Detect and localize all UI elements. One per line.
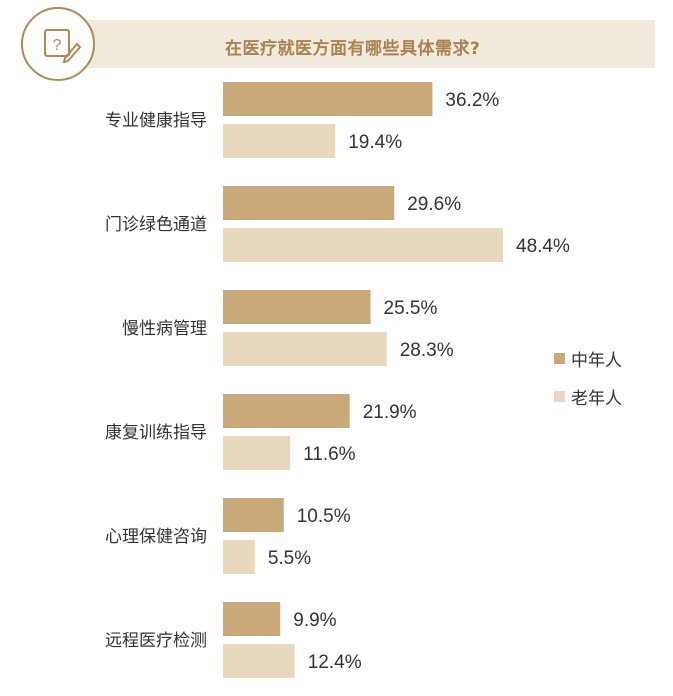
bar-elderly xyxy=(223,332,387,366)
legend: 中年人 老年人 xyxy=(554,347,622,423)
legend-item-elderly: 老年人 xyxy=(554,385,622,409)
bar-elderly xyxy=(223,228,503,262)
data-label: 9.9% xyxy=(293,610,336,631)
legend-label-elderly: 老年人 xyxy=(571,388,622,409)
bar-elderly xyxy=(223,540,255,574)
bar-elderly xyxy=(223,124,336,158)
category-label: 心理保健咨询 xyxy=(105,527,207,547)
title-band xyxy=(58,20,655,68)
data-label: 12.4% xyxy=(308,652,362,673)
data-label: 36.2% xyxy=(445,90,499,111)
data-label: 10.5% xyxy=(297,506,351,527)
data-label: 11.6% xyxy=(303,444,356,465)
legend-swatch-middle-aged xyxy=(554,352,565,364)
data-label: 19.4% xyxy=(348,132,402,153)
bars-layer xyxy=(223,82,503,678)
bar-middle-aged xyxy=(223,394,350,428)
bar-elderly xyxy=(223,436,291,470)
legend-label-middle-aged: 中年人 xyxy=(571,350,622,371)
category-label: 康复训练指导 xyxy=(105,423,207,443)
data-label: 29.6% xyxy=(407,194,461,215)
bar-middle-aged xyxy=(223,82,433,116)
legend-item-middle-aged: 中年人 xyxy=(554,347,622,371)
category-label: 门诊绿色通道 xyxy=(105,215,207,235)
labels-layer: 专业健康指导 36.2% 19.4% 门诊绿色通道 29.6% 48.4% 慢性病管理 25.… xyxy=(105,90,570,673)
bar-middle-aged xyxy=(223,602,281,636)
category-label: 慢性病管理 xyxy=(122,318,207,339)
bar-middle-aged xyxy=(223,186,395,220)
category-label: 专业健康指导 xyxy=(105,111,207,131)
question-edit-icon: ? xyxy=(21,7,95,81)
bar-middle-aged xyxy=(223,290,371,324)
data-label: 28.3% xyxy=(400,340,454,361)
category-label: 远程医疗检测 xyxy=(105,631,207,651)
legend-swatch-elderly xyxy=(554,390,565,402)
chart-title: 在医疗就医方面有哪些具体需求? xyxy=(225,39,481,59)
data-label: 5.5% xyxy=(268,548,311,569)
data-label: 25.5% xyxy=(384,298,438,319)
bar-elderly xyxy=(223,644,295,678)
svg-text:?: ? xyxy=(53,37,62,54)
bar-middle-aged xyxy=(223,498,284,532)
data-label: 21.9% xyxy=(363,402,417,423)
data-label: 48.4% xyxy=(516,236,570,257)
